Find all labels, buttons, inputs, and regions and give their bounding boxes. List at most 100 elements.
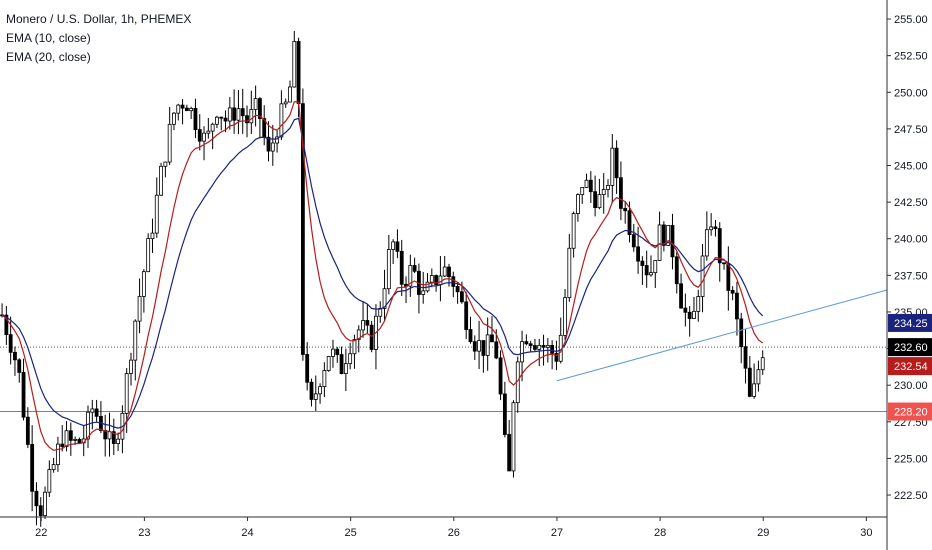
x-tick-label: 23	[138, 527, 150, 539]
candle-body	[47, 469, 52, 493]
candle-body	[339, 354, 344, 375]
candle-body	[331, 348, 335, 357]
y-tick-label: 242.50	[894, 197, 928, 209]
candle-body	[197, 129, 202, 142]
candle-body	[434, 275, 439, 285]
candle-body	[258, 98, 262, 119]
candle-body	[124, 373, 129, 414]
candle-body	[468, 329, 473, 343]
candle-body	[485, 334, 490, 356]
candle-body	[73, 438, 78, 441]
candle-body	[563, 297, 567, 336]
candle-body	[227, 107, 232, 122]
candle-body	[713, 226, 718, 229]
candle-body	[43, 491, 47, 516]
candle-body	[644, 265, 649, 276]
y-tick-label: 225.00	[894, 453, 928, 465]
candle-body	[17, 359, 22, 373]
candle-body	[520, 341, 524, 363]
candle-body	[30, 444, 35, 492]
y-tick-label: 255.00	[894, 14, 928, 26]
candle-body	[679, 283, 683, 309]
candle-body	[150, 232, 155, 239]
candle-body	[726, 262, 731, 291]
candle-body	[477, 340, 481, 352]
candle-body	[541, 344, 546, 348]
candle-body	[167, 123, 172, 163]
candle-body	[545, 344, 550, 348]
candle-body	[554, 352, 559, 362]
candle-body	[606, 185, 610, 190]
candle-body	[133, 320, 138, 361]
x-tick-label: 29	[757, 527, 769, 539]
candle-body	[653, 260, 658, 274]
candle-body	[687, 311, 692, 319]
candle-body	[305, 354, 310, 383]
candle-body	[141, 271, 146, 297]
candle-body	[464, 301, 469, 330]
candle-body	[86, 411, 90, 440]
candle-body	[288, 86, 292, 103]
y-tick-label: 237.50	[894, 270, 928, 282]
candle-body	[232, 107, 237, 121]
candle-body	[38, 505, 43, 516]
candle-body	[528, 343, 533, 346]
candle-body	[661, 224, 666, 246]
candle-body	[60, 443, 65, 447]
candle-body	[459, 291, 464, 303]
candle-body	[236, 108, 241, 121]
candle-body	[442, 266, 447, 277]
candle-body	[567, 247, 572, 299]
candle-body	[4, 314, 9, 336]
ema20-line	[1, 117, 764, 429]
price-badge-bg	[888, 357, 932, 376]
candle-body	[683, 307, 688, 313]
candle-body	[318, 386, 322, 395]
candle-body	[507, 434, 512, 472]
candle-body	[322, 370, 327, 388]
candle-body	[266, 136, 271, 152]
candle-body	[674, 256, 679, 285]
candle-body	[215, 116, 219, 125]
candle-body	[670, 225, 675, 258]
candle-body	[408, 265, 413, 287]
candle-body	[597, 194, 602, 208]
candle-body	[571, 213, 576, 249]
x-tick-label: 25	[345, 527, 357, 539]
candle-body	[356, 329, 361, 340]
candle-body	[8, 334, 13, 353]
candle-body	[576, 194, 580, 215]
support-price-badge: 228.20	[888, 402, 932, 421]
candle-body	[279, 103, 284, 138]
ascending-trendline	[556, 289, 888, 382]
candle-body	[623, 207, 628, 212]
price-badges: 234.25 232.60 232.54 228.20	[888, 313, 932, 421]
ema10-price-badge: 232.54	[888, 357, 932, 376]
candle-body	[412, 265, 417, 272]
legend-title: Monero / U.S. Dollar, 1h, PHEMEX	[6, 12, 192, 26]
candle-body	[709, 226, 714, 231]
candle-body	[326, 356, 331, 371]
candle-body	[64, 430, 69, 447]
candle-body	[292, 41, 297, 88]
candle-body	[206, 130, 211, 134]
candle-body	[391, 241, 396, 250]
candle-body	[94, 408, 99, 417]
price-badge-bg	[888, 338, 932, 357]
candle-body	[631, 234, 636, 248]
ema10-line	[1, 100, 764, 452]
candle-body	[249, 109, 254, 124]
candle-body	[223, 117, 228, 122]
y-tick-label: 252.50	[894, 51, 928, 63]
x-tick-label: 26	[448, 527, 460, 539]
x-tick-label: 30	[860, 527, 872, 539]
candle-body	[502, 393, 507, 435]
candle-body	[692, 310, 696, 319]
candle-body	[283, 101, 288, 105]
candle-body	[386, 249, 391, 290]
price-badge-label: 232.60	[894, 342, 928, 354]
candle-body	[756, 369, 761, 385]
candle-body	[352, 339, 357, 355]
candle-body	[614, 147, 619, 179]
